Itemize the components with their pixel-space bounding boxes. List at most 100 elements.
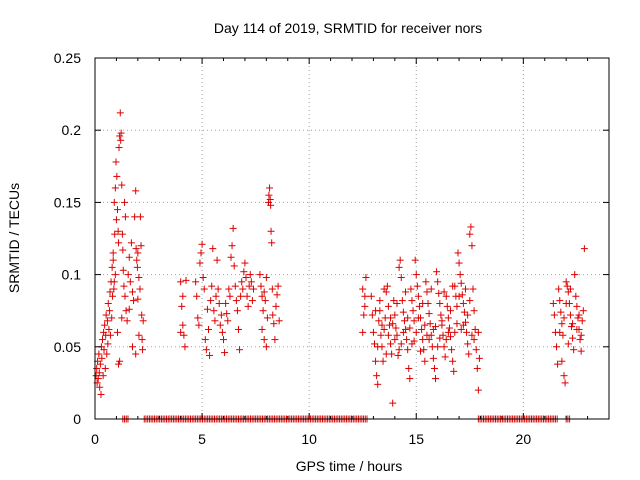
data-point — [362, 273, 370, 281]
data-point — [434, 343, 442, 351]
data-point — [468, 242, 476, 250]
data-point — [553, 343, 561, 351]
data-point — [99, 372, 107, 380]
x-tick-label: 5 — [198, 431, 206, 447]
data-point — [430, 364, 438, 372]
data-point — [265, 191, 273, 199]
data-point — [271, 336, 279, 344]
data-point — [222, 299, 230, 307]
data-point — [458, 291, 466, 299]
data-point — [580, 245, 588, 253]
data-point — [465, 350, 473, 358]
data-point — [391, 336, 399, 344]
data-point — [100, 346, 108, 354]
x-tick-label: 0 — [91, 431, 99, 447]
data-point — [377, 331, 385, 339]
data-point — [579, 307, 587, 315]
data-point — [417, 347, 425, 355]
data-point — [454, 249, 462, 257]
data-point — [577, 331, 585, 339]
data-point — [231, 282, 239, 290]
data-point — [389, 320, 397, 328]
data-point — [135, 331, 143, 339]
y-tick-label: 0.2 — [62, 122, 82, 138]
data-point — [115, 239, 123, 247]
data-point — [230, 262, 238, 270]
data-point — [425, 310, 433, 318]
data-point — [570, 346, 578, 354]
data-point — [124, 271, 132, 279]
data-point — [121, 213, 129, 221]
data-point — [468, 331, 476, 339]
data-point — [414, 314, 422, 322]
x-tick-label: 10 — [301, 431, 317, 447]
data-point — [415, 302, 423, 310]
data-point — [234, 325, 242, 333]
axis-ticks — [94, 57, 610, 420]
data-point — [453, 302, 461, 310]
data-point — [569, 334, 577, 342]
data-point — [440, 343, 448, 351]
data-point — [370, 340, 378, 348]
data-point — [392, 324, 400, 332]
data-point — [549, 299, 557, 307]
data-point — [177, 278, 185, 286]
data-point — [433, 268, 441, 276]
data-point — [115, 360, 123, 368]
data-point — [179, 292, 187, 300]
data-point — [374, 380, 382, 388]
data-point — [447, 333, 455, 341]
data-point — [397, 273, 405, 281]
data-point — [432, 375, 440, 383]
data-point — [106, 307, 114, 315]
y-tick-label: 0.1 — [62, 267, 82, 283]
data-point — [572, 292, 580, 300]
data-point — [95, 350, 103, 358]
data-points — [92, 109, 588, 423]
data-point — [194, 314, 202, 322]
data-point — [198, 240, 206, 248]
data-point — [455, 259, 463, 267]
data-point — [211, 317, 219, 325]
data-point — [387, 314, 395, 322]
data-point — [133, 263, 141, 271]
data-point — [393, 299, 401, 307]
data-point — [236, 346, 244, 354]
data-point — [138, 311, 146, 319]
data-point — [554, 360, 562, 368]
data-point — [441, 353, 449, 361]
data-point — [374, 343, 382, 351]
chart-title: Day 114 of 2019, SRMTID for receiver nor… — [214, 20, 482, 36]
data-point — [434, 278, 442, 286]
data-point — [104, 299, 112, 307]
data-point — [474, 328, 482, 336]
data-point — [135, 273, 143, 281]
data-point — [108, 314, 116, 322]
data-point — [262, 273, 270, 281]
data-point — [556, 297, 564, 305]
data-point — [387, 340, 395, 348]
data-point — [243, 292, 251, 300]
data-point — [112, 216, 120, 224]
data-point — [560, 372, 568, 380]
data-point — [121, 198, 129, 206]
data-point — [368, 311, 376, 319]
data-point — [571, 271, 579, 279]
data-point — [134, 295, 142, 303]
data-point — [396, 256, 404, 264]
data-point — [400, 317, 408, 325]
data-point — [193, 292, 201, 300]
data-point — [133, 256, 141, 264]
data-point — [559, 331, 567, 339]
data-point — [229, 224, 237, 232]
data-point — [405, 364, 413, 372]
data-point — [273, 291, 281, 299]
data-point — [436, 334, 444, 342]
data-point — [96, 360, 104, 368]
data-point — [275, 317, 283, 325]
data-point — [180, 331, 188, 339]
data-point — [239, 285, 247, 293]
data-point — [550, 311, 558, 319]
data-point — [102, 311, 110, 319]
data-point — [179, 321, 187, 329]
